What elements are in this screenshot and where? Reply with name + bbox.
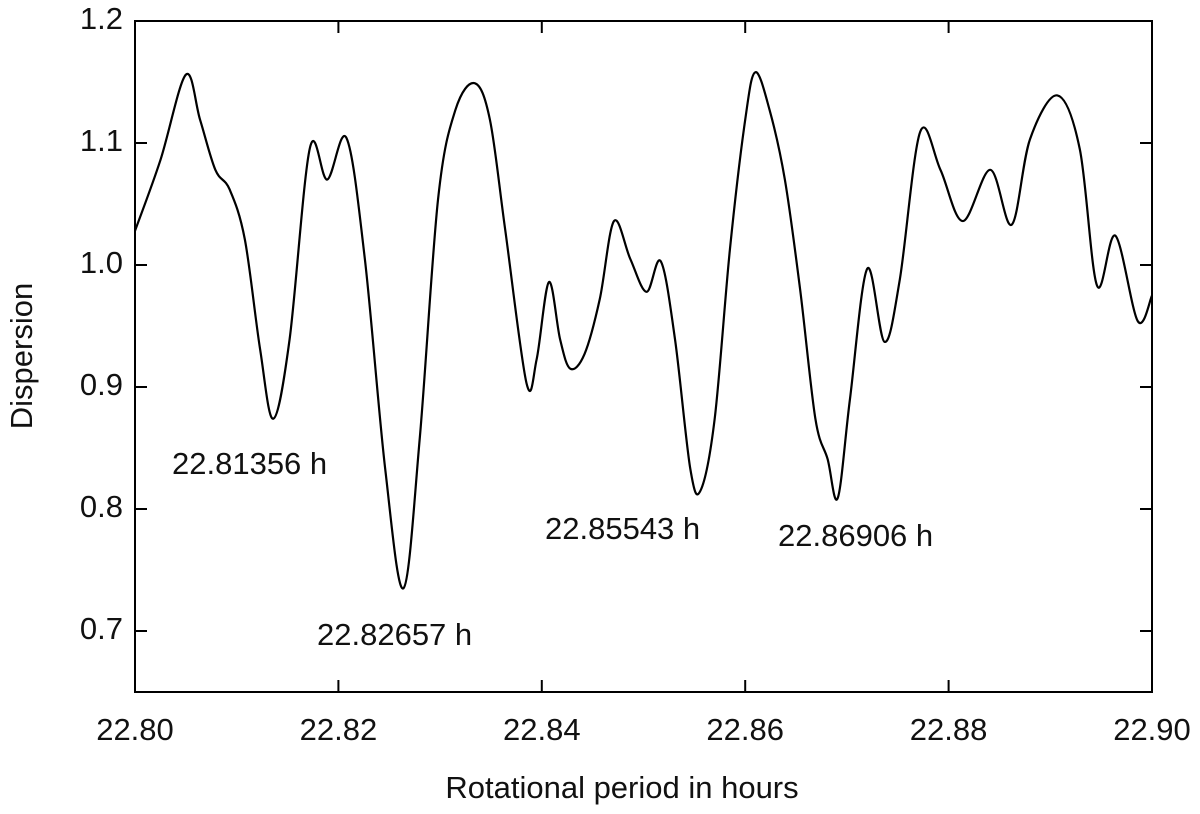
- plot-frame: [134, 20, 1153, 693]
- y-tick-label: 1.2: [80, 1, 123, 36]
- x-tick-label: 22.88: [910, 712, 988, 747]
- x-axis-title: Rotational period in hours: [445, 770, 798, 805]
- annotation: 22.82657 h: [317, 617, 472, 652]
- y-tick-label: 0.8: [80, 489, 123, 524]
- x-tick-label: 22.90: [1113, 712, 1191, 747]
- x-tick-label: 22.82: [300, 712, 378, 747]
- x-tick-label: 22.80: [96, 712, 174, 747]
- annotation: 22.81356 h: [172, 446, 327, 481]
- y-tick-label: 0.9: [80, 367, 123, 402]
- data-line: [133, 71, 1154, 590]
- annotation: 22.86906 h: [778, 518, 933, 553]
- y-tick-label: 1.0: [80, 245, 123, 280]
- x-tick-label: 22.84: [503, 712, 581, 747]
- y-tick-label: 1.1: [80, 123, 123, 158]
- y-axis-title: Dispersion: [4, 283, 39, 429]
- x-tick-label: 22.86: [706, 712, 784, 747]
- annotation: 22.85543 h: [545, 511, 700, 546]
- y-tick-label: 0.7: [80, 611, 123, 646]
